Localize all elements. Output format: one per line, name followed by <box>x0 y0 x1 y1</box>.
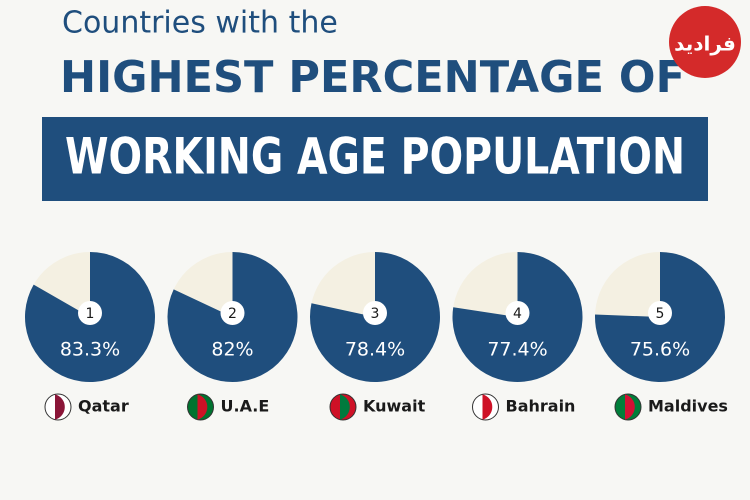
title-line: HIGHEST PERCENTAGE OF <box>60 52 685 103</box>
country-label: Maldives <box>648 397 728 416</box>
rank-badge <box>363 301 387 325</box>
title-banner <box>42 117 708 201</box>
rank-badge <box>78 301 102 325</box>
rank-badge <box>220 301 245 325</box>
value-label: 82% <box>211 339 253 361</box>
country-label: Bahrain <box>506 397 576 416</box>
value-label: 77.4% <box>487 339 547 361</box>
flag <box>55 394 65 420</box>
flag <box>340 394 350 420</box>
title-line: WORKING AGE POPULATION <box>65 128 685 186</box>
rank-label: 4 <box>513 306 522 322</box>
flag <box>625 394 635 420</box>
value-label: 78.4% <box>345 339 405 361</box>
rank-label: 1 <box>86 306 95 322</box>
country-label: Qatar <box>78 397 129 416</box>
title-line: Countries with the <box>62 6 338 41</box>
logo <box>669 6 741 78</box>
rank-badge <box>648 301 672 325</box>
rank-badge <box>505 301 530 325</box>
flag <box>197 394 208 420</box>
value-label: 83.3% <box>60 339 120 361</box>
country-label: U.A.E <box>221 397 270 416</box>
rank-label: 5 <box>656 306 665 322</box>
value-label: 75.6% <box>630 339 690 361</box>
rank-label: 3 <box>371 306 380 322</box>
country-label: Kuwait <box>363 397 426 416</box>
logo-text: فرادید <box>674 32 736 56</box>
rank-label: 2 <box>228 306 237 322</box>
flag <box>482 394 493 420</box>
